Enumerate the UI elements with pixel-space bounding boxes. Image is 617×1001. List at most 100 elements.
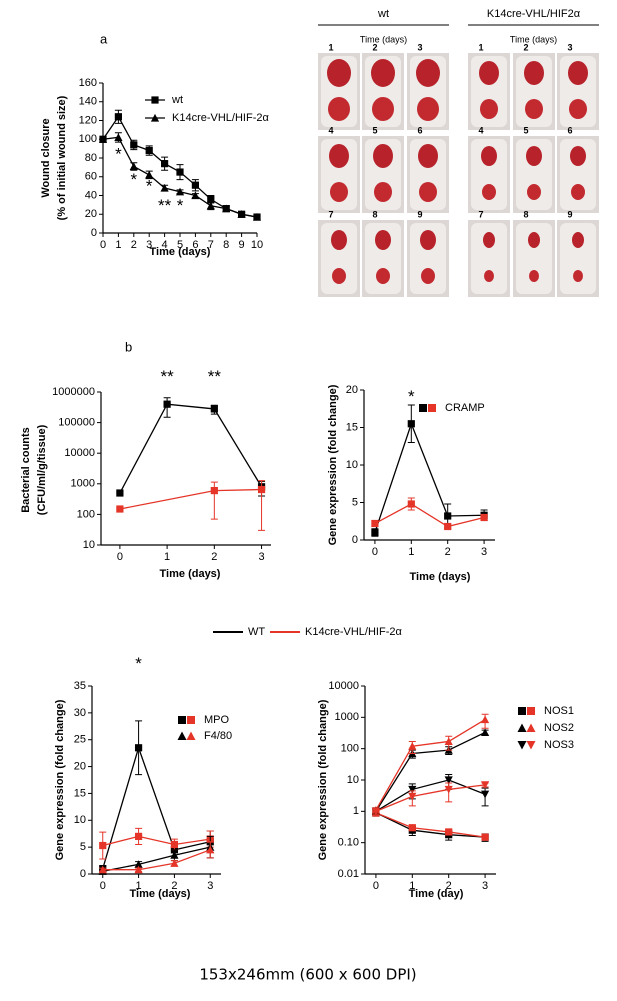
photo-subtitle: Time (days) — [360, 34, 407, 44]
wound — [376, 268, 390, 284]
series-line — [102, 849, 211, 871]
legend-label: WT — [248, 626, 265, 638]
y-tick-label: 40 — [85, 189, 97, 201]
wound — [332, 268, 346, 284]
photo-label: 7 — [328, 209, 333, 219]
data-point — [98, 865, 107, 874]
y-axis-label: Gene expression (fold change) — [317, 699, 329, 860]
y-tick-label: 5 — [352, 496, 358, 508]
data-point — [134, 860, 143, 868]
wound — [480, 99, 498, 119]
photo-label: 3 — [567, 42, 572, 52]
x-tick-label: 3 — [481, 546, 487, 558]
wound — [528, 232, 540, 248]
wound — [568, 61, 588, 85]
y-tick-label: 10 — [346, 459, 358, 471]
skin — [365, 223, 401, 294]
legend-label: CRAMP — [445, 402, 485, 414]
y-tick-label: 100 — [77, 508, 95, 520]
panel-label: b — [125, 339, 132, 354]
photo-label: 4 — [478, 125, 483, 135]
wound — [572, 232, 584, 248]
wound — [571, 184, 585, 200]
legend-marker — [186, 731, 196, 740]
data-point — [210, 486, 218, 495]
photo-label: 9 — [417, 209, 422, 219]
legend-label: NOS2 — [544, 722, 574, 734]
data-point — [170, 859, 179, 867]
data-point — [206, 845, 215, 854]
legend-marker — [526, 723, 536, 732]
x-tick-label: 1 — [164, 551, 170, 563]
significance-mark: ** — [158, 196, 172, 215]
wound — [529, 270, 539, 282]
y-tick-label: 0 — [352, 534, 358, 546]
y-tick-label: 15 — [346, 421, 358, 433]
wound — [327, 59, 351, 87]
wound — [374, 182, 392, 202]
x-tick-label: 6 — [192, 239, 198, 251]
y-tick-label: 0 — [91, 227, 97, 239]
x-tick-label: 1 — [409, 880, 415, 892]
legend-marker — [518, 707, 526, 715]
x-axis-label: Time (days) — [130, 888, 191, 900]
x-tick-label: 0 — [100, 880, 106, 892]
series-line — [374, 503, 485, 528]
skin — [560, 223, 596, 294]
x-axis-label: Time (days) — [160, 568, 221, 580]
y-tick-label: 10000 — [328, 680, 359, 692]
photo-label: 8 — [523, 209, 528, 219]
x-tick-label: 3 — [482, 880, 488, 892]
data-point — [130, 141, 138, 149]
series-line — [102, 846, 211, 872]
legend-marker — [428, 404, 436, 412]
data-point — [444, 785, 453, 794]
wound — [526, 146, 542, 166]
skin — [560, 139, 596, 210]
photo-label: 5 — [372, 125, 377, 135]
skin — [516, 223, 552, 294]
wound — [479, 61, 499, 85]
data-point — [480, 790, 490, 799]
data-point — [444, 737, 453, 746]
series-line — [102, 835, 211, 847]
significance-mark: * — [177, 196, 184, 215]
legend-marker — [151, 96, 159, 104]
data-point — [116, 505, 124, 513]
x-tick-label: 2 — [171, 880, 177, 892]
y-axis-label: (CFU/ml/g/tissue) — [36, 424, 48, 515]
data-point — [444, 776, 453, 785]
data-point — [222, 204, 231, 213]
wound — [573, 270, 583, 282]
x-tick-label: 1 — [136, 880, 142, 892]
panel-label: a — [100, 31, 108, 46]
legend-label: NOS1 — [544, 705, 574, 717]
data-point — [237, 210, 246, 218]
y-tick-label: 10 — [83, 539, 95, 551]
y-tick-label: 160 — [79, 77, 97, 89]
photo-label: 2 — [523, 42, 528, 52]
data-point — [145, 170, 154, 179]
wound — [483, 232, 495, 248]
data-point — [371, 528, 379, 537]
data-point — [116, 489, 124, 497]
skin — [410, 223, 446, 294]
x-axis-label: Time (days) — [150, 246, 211, 258]
wound — [331, 230, 347, 250]
legend-marker — [177, 731, 187, 740]
y-tick-label: 1000 — [71, 478, 95, 490]
y-tick-label: 80 — [85, 152, 97, 164]
legend-label: wt — [171, 94, 183, 106]
series-line — [375, 812, 486, 838]
legend-marker — [187, 716, 195, 724]
data-point — [481, 833, 489, 841]
series-line — [374, 421, 485, 533]
photo-label: 4 — [328, 125, 333, 135]
legend-label: NOS3 — [544, 739, 574, 751]
wound — [372, 97, 394, 121]
data-point — [207, 195, 215, 203]
y-axis-label: Wound closure — [40, 118, 52, 197]
photo-label: 3 — [417, 42, 422, 52]
x-tick-label: 2 — [445, 546, 451, 558]
data-point — [160, 183, 169, 192]
